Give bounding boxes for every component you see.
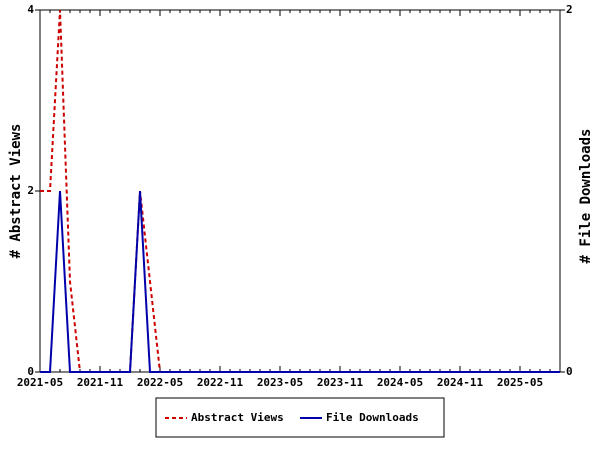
- y2-axis-label: # File Downloads: [578, 129, 594, 264]
- x-tick-label: 2022-11: [197, 376, 244, 389]
- y2-tick-label: 0: [566, 365, 573, 378]
- legend-label: Abstract Views: [191, 411, 284, 424]
- y-tick-label: 4: [27, 3, 34, 16]
- x-tick-label: 2021-05: [17, 376, 63, 389]
- series-line: [40, 9, 560, 373]
- y-tick-label: 0: [27, 365, 34, 378]
- y-tick-label: 2: [27, 184, 34, 197]
- x-tick-label: 2024-05: [377, 376, 423, 389]
- series-line: [40, 190, 560, 373]
- x-tick-label: 2024-11: [437, 376, 484, 389]
- plot-frame: [39, 9, 561, 373]
- x-tick-label: 2023-11: [317, 376, 364, 389]
- y2-tick-label: 2: [566, 3, 573, 16]
- legend-label: File Downloads: [326, 411, 419, 424]
- x-tick-label: 2021-11: [77, 376, 124, 389]
- x-tick-label: 2022-05: [137, 376, 183, 389]
- y-axis-label: # Abstract Views: [8, 124, 24, 259]
- x-tick-label: 2025-05: [497, 376, 543, 389]
- x-tick-label: 2023-05: [257, 376, 303, 389]
